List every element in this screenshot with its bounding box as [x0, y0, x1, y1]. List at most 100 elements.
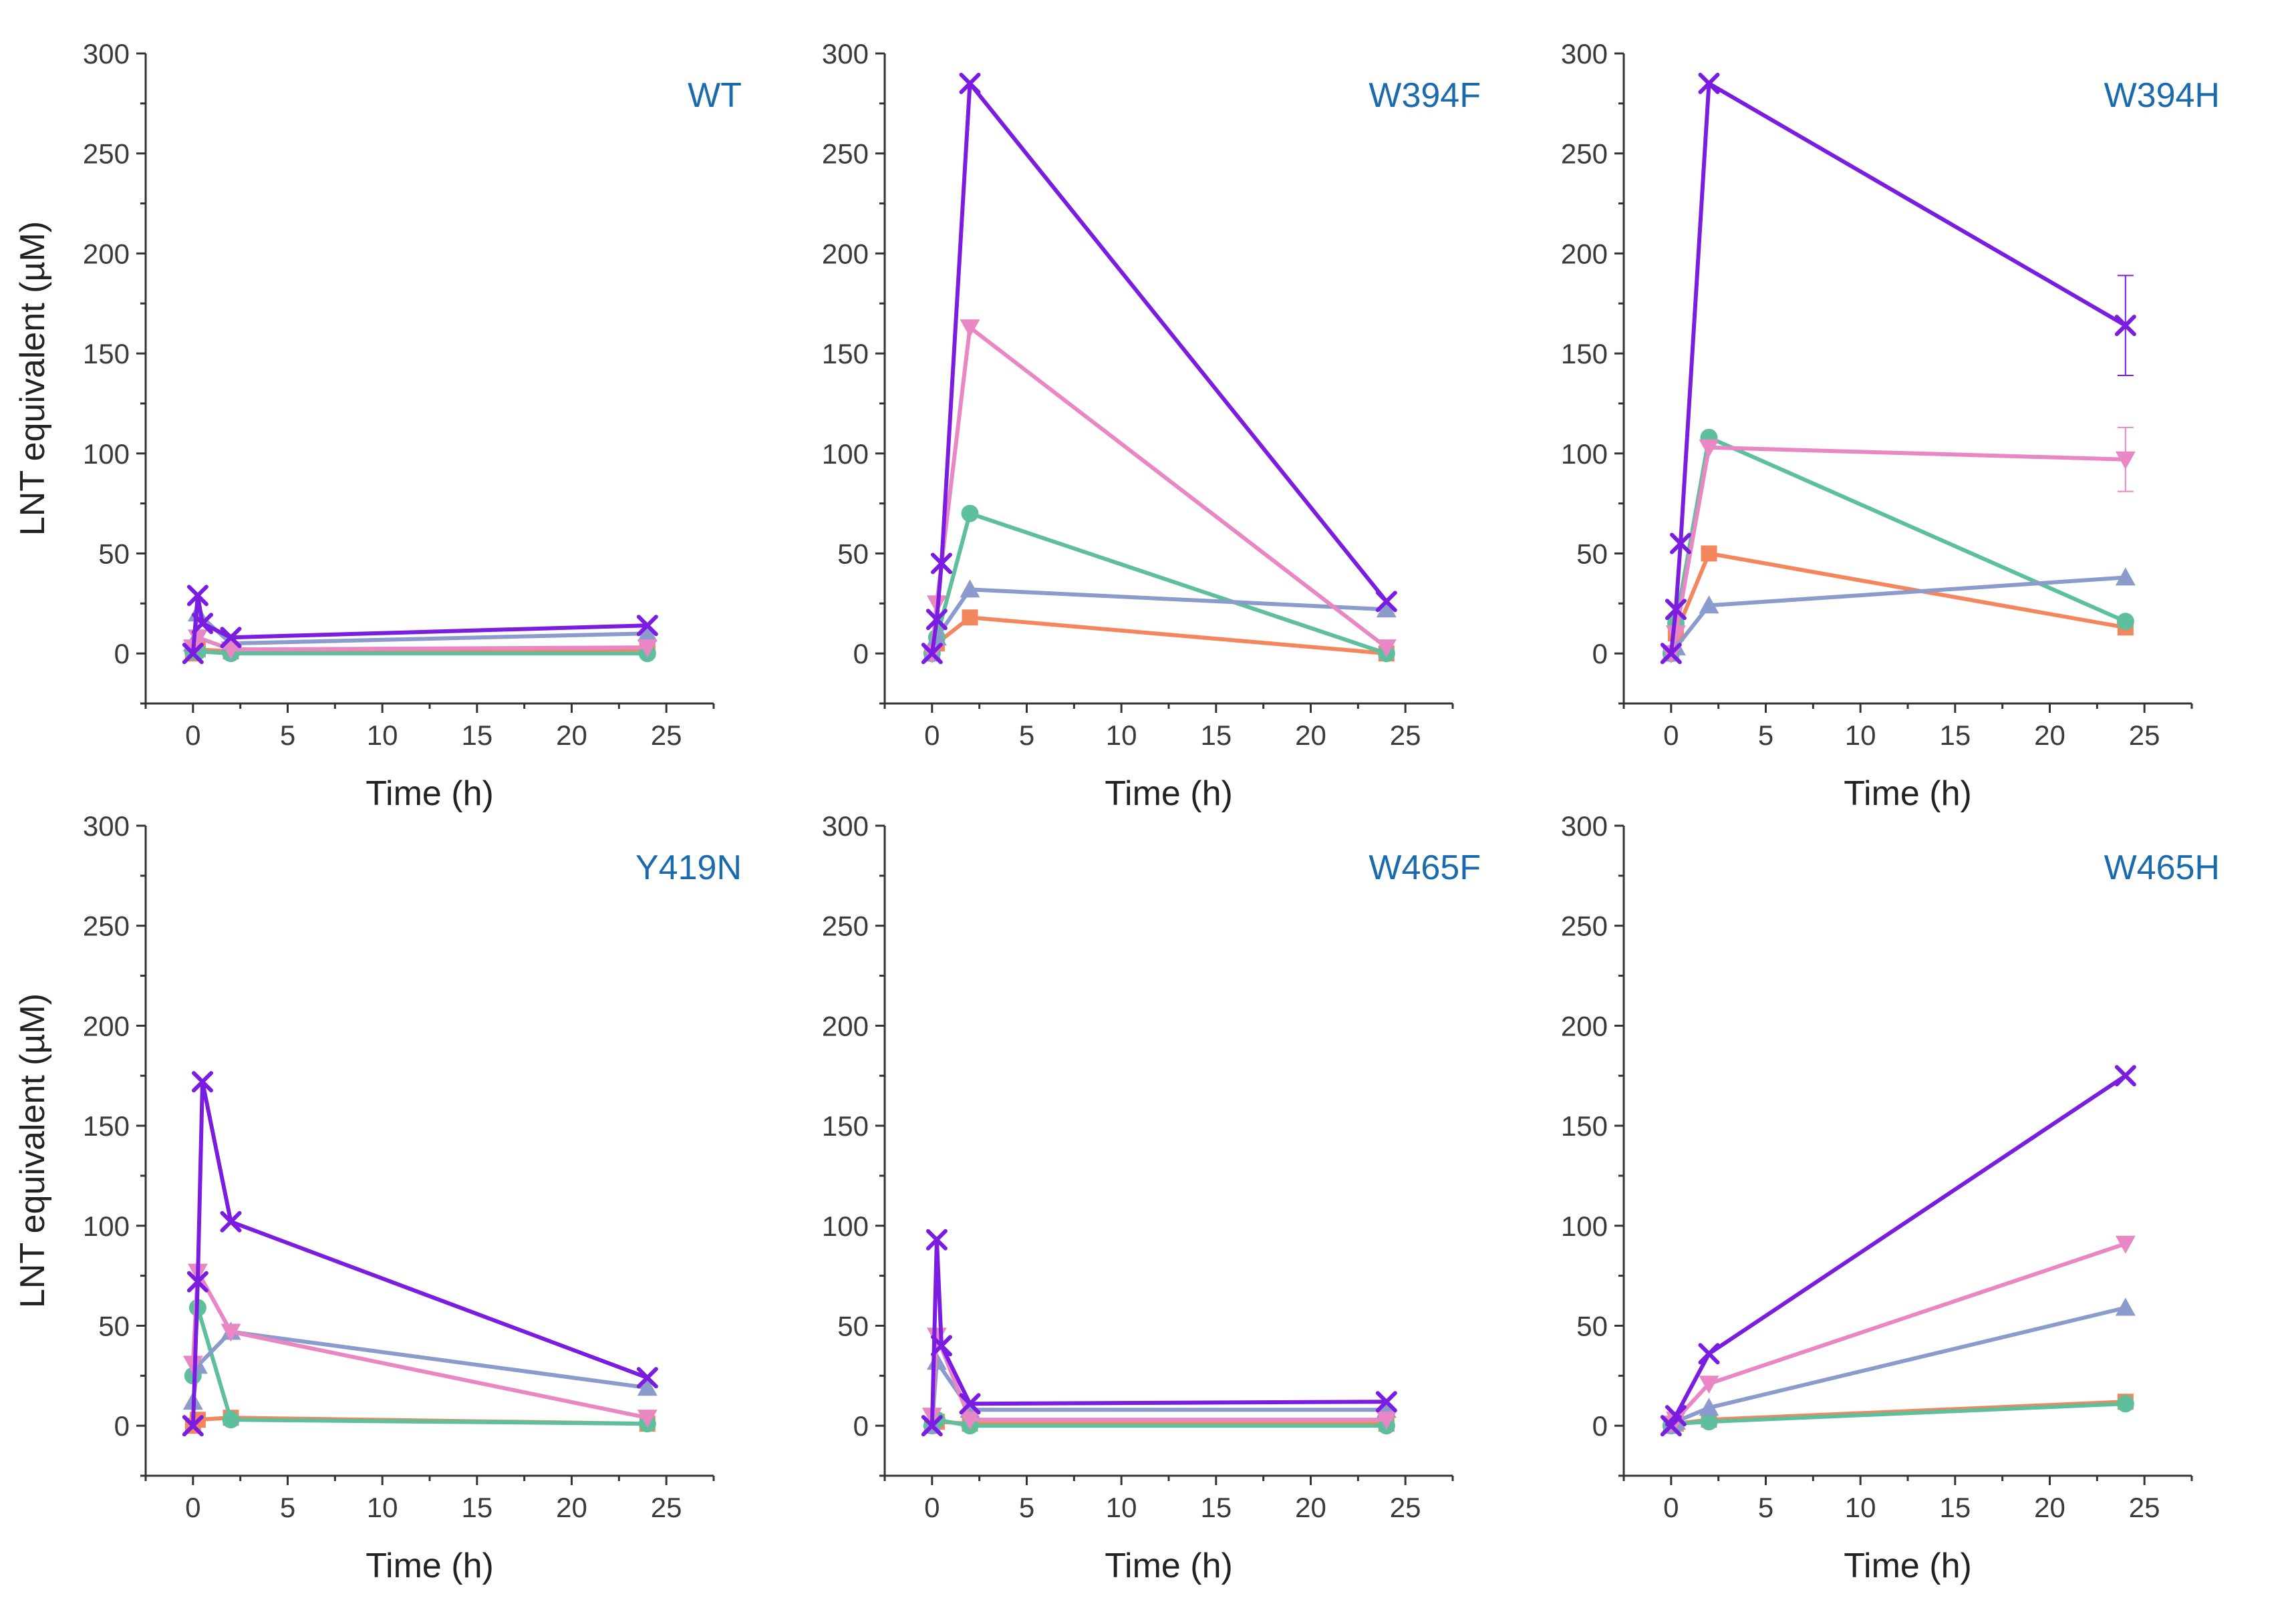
x-tick-label: 5	[280, 719, 295, 751]
y-tick-label: 50	[837, 538, 869, 569]
x-tick-label: 0	[185, 719, 200, 751]
x-tick-label: 10	[1106, 719, 1137, 751]
x-tick-label: 15	[1200, 719, 1232, 751]
y-tick-label: 0	[853, 638, 869, 669]
series-line	[929, 1333, 1387, 1422]
series	[923, 609, 1395, 662]
data-point	[2115, 1235, 2136, 1254]
data-point	[1376, 1412, 1397, 1430]
y-tick-label: 300	[822, 810, 869, 842]
x-tick-label: 25	[2129, 1492, 2160, 1523]
y-tick-label: 150	[1561, 1110, 1608, 1142]
chart-panel: 0 50 100 150 200 250 300 0 5 10 15 20 25 Time (h) W465…	[1561, 810, 2220, 1585]
x-tick-label: 20	[1295, 1492, 1326, 1523]
data-point	[2114, 1065, 2136, 1087]
series	[182, 585, 658, 665]
y-tick-label: 50	[837, 1310, 869, 1341]
series-line	[929, 1237, 1387, 1426]
series-line	[190, 1080, 648, 1426]
chart-panel: 0 50 100 150 200 250 300 0 5 10 15 20 25 Time (h) W465…	[822, 810, 1481, 1585]
data-point	[636, 615, 658, 637]
y-tick-label: 0	[114, 638, 130, 669]
x-tick-label: 25	[651, 1492, 682, 1523]
series	[921, 319, 1397, 664]
y-tick-label: 250	[1561, 138, 1608, 170]
data-point	[2115, 1297, 2136, 1316]
data-point	[1699, 1376, 1719, 1394]
y-tick-label: 50	[1576, 1310, 1608, 1341]
data-point	[2116, 1395, 2134, 1413]
x-tick-label: 0	[924, 1492, 940, 1523]
data-point	[222, 1411, 240, 1429]
data-point	[960, 579, 980, 598]
x-axis-title: Time (h)	[1844, 1547, 1972, 1585]
y-tick-label: 150	[822, 1110, 869, 1142]
x-tick-label: 20	[2034, 719, 2065, 751]
series	[1661, 426, 2136, 664]
y-tick-label: 50	[1576, 538, 1608, 569]
series-line	[1669, 435, 2127, 654]
y-tick-label: 100	[83, 438, 130, 470]
data-point	[961, 504, 979, 522]
data-point	[959, 1393, 981, 1415]
data-point	[1699, 1398, 1719, 1416]
series-line	[930, 615, 1387, 656]
data-point	[959, 72, 981, 94]
y-tick-label: 150	[822, 338, 869, 369]
panel-title: W465H	[2104, 848, 2220, 887]
data-point	[1698, 72, 1720, 94]
data-point	[1660, 643, 1682, 665]
data-point	[637, 1410, 658, 1428]
data-point	[925, 1229, 948, 1251]
series-line	[190, 593, 648, 654]
x-tick-label: 20	[1295, 719, 1326, 751]
panel-title: W394F	[1369, 76, 1481, 115]
x-tick-label: 15	[1939, 719, 1971, 751]
y-tick-label: 250	[822, 911, 869, 942]
data-point	[2115, 451, 2136, 470]
y-tick-label: 200	[1561, 1010, 1608, 1042]
x-tick-label: 25	[1390, 719, 1421, 751]
y-tick-label: 300	[822, 38, 869, 69]
x-axis-title: Time (h)	[1844, 774, 1972, 813]
x-tick-label: 5	[1019, 719, 1034, 751]
y-axis-title: LNT equivalent (µM)	[13, 993, 52, 1308]
y-tick-label: 100	[822, 438, 869, 470]
data-point	[921, 1415, 943, 1437]
data-point	[925, 609, 948, 631]
panel-title: W465F	[1369, 848, 1481, 887]
data-point	[220, 627, 242, 649]
data-point	[192, 1071, 213, 1093]
series	[1661, 567, 2136, 662]
x-tick-label: 20	[556, 1492, 587, 1523]
data-point	[1375, 1391, 1397, 1413]
y-axis-title: LNT equivalent (µM)	[13, 221, 52, 536]
y-tick-label: 0	[1592, 1410, 1608, 1442]
x-tick-label: 5	[280, 1492, 295, 1523]
x-tick-label: 15	[461, 719, 492, 751]
y-tick-label: 100	[83, 1211, 130, 1242]
data-point	[1698, 1343, 1720, 1365]
series	[184, 643, 656, 663]
data-point	[2114, 315, 2136, 337]
data-point	[1376, 639, 1397, 658]
data-point	[931, 552, 952, 575]
data-point	[636, 1367, 658, 1389]
x-axis-title: Time (h)	[1105, 1547, 1233, 1585]
x-tick-label: 10	[1106, 1492, 1137, 1523]
x-tick-label: 0	[1663, 719, 1679, 751]
data-point	[2116, 613, 2134, 631]
series-line	[1670, 1402, 2126, 1428]
y-tick-label: 0	[114, 1410, 130, 1442]
y-tick-label: 100	[1561, 1211, 1608, 1242]
y-tick-label: 150	[1561, 338, 1608, 369]
y-tick-label: 200	[83, 238, 130, 269]
y-tick-label: 150	[83, 338, 130, 369]
series	[921, 1229, 1397, 1437]
x-tick-label: 15	[1200, 1492, 1232, 1523]
data-point	[220, 1211, 242, 1233]
data-point	[1376, 599, 1397, 618]
data-point	[637, 639, 658, 658]
data-point	[1665, 625, 1686, 644]
y-tick-label: 300	[1561, 38, 1608, 69]
